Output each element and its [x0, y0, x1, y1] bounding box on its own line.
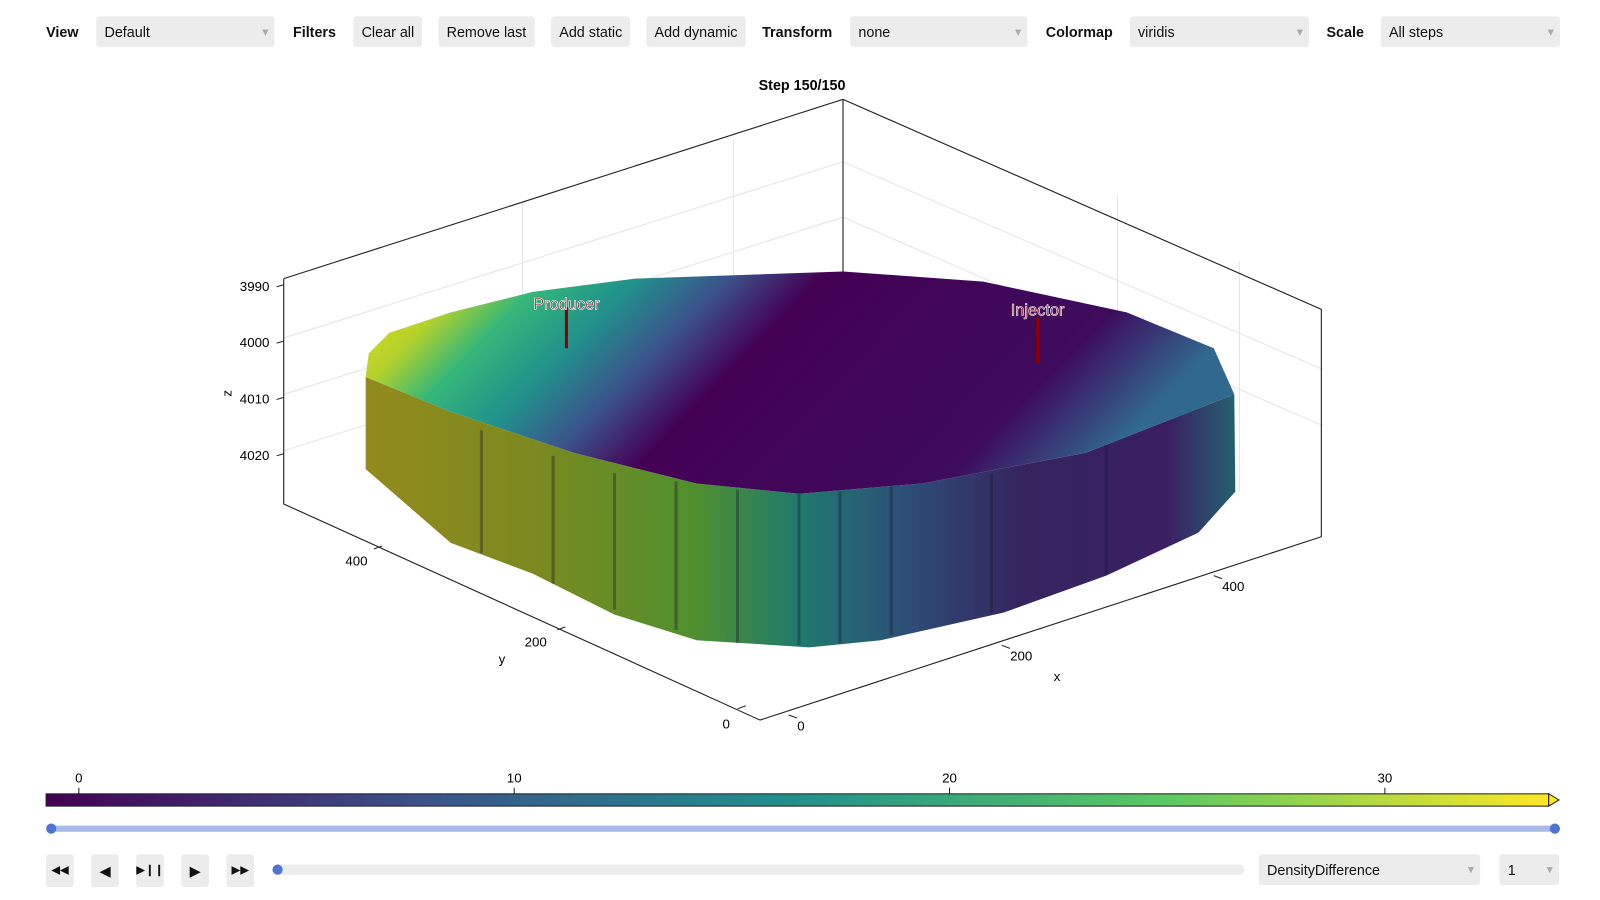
transform-select[interactable]: none	[850, 16, 1028, 48]
last-button[interactable]: ▶▶	[226, 854, 255, 888]
z-tick-label: 4000	[240, 335, 270, 350]
prev-button[interactable]: ◀	[91, 854, 119, 888]
tick-mark	[276, 396, 284, 400]
z-tick-label: 3990	[240, 279, 270, 294]
transform-label: Transform	[762, 23, 833, 40]
tick-mark	[737, 705, 746, 710]
view-label: View	[46, 23, 79, 40]
y-tick-label: 400	[345, 553, 367, 568]
playpause-button[interactable]: ▶❙❙	[136, 854, 164, 888]
variable-select[interactable]: DensityDifference	[1258, 854, 1481, 885]
y-axis-label: y	[499, 652, 506, 667]
well-label: Injector	[1011, 301, 1065, 319]
x-tick-label: 400	[1222, 579, 1244, 594]
tick-mark	[557, 626, 566, 631]
tick-mark	[276, 340, 284, 344]
colormap-select[interactable]: viridis	[1129, 16, 1310, 48]
tick-mark	[276, 453, 284, 457]
tick-mark	[788, 714, 798, 719]
z-tick-label: 4010	[240, 392, 270, 407]
next-button[interactable]: ▶	[181, 854, 209, 888]
toolbar-button[interactable]: Remove last	[438, 16, 535, 48]
scale-label: Scale	[1326, 23, 1364, 40]
plot-title: Step 150/150	[759, 78, 846, 94]
colorbar-extend	[1548, 792, 1560, 808]
first-button[interactable]: ◀◀	[46, 854, 74, 888]
filters-label: Filters	[292, 23, 336, 40]
tick-mark	[1213, 575, 1223, 580]
colorbar-tick-label: 10	[507, 771, 522, 786]
tick-mark	[1001, 644, 1011, 649]
toolbar-button[interactable]: Add dynamic	[646, 16, 746, 48]
z-axis-label: z	[219, 390, 234, 397]
range-handle[interactable]	[46, 823, 57, 834]
well-label: Producer	[533, 295, 600, 313]
z-tick-label: 4020	[240, 448, 270, 463]
x-axis-label: x	[1054, 669, 1061, 684]
stride-select[interactable]: 1	[1499, 854, 1559, 885]
x-tick-label: 0	[797, 718, 804, 733]
colorbar	[45, 793, 1550, 807]
scale-select[interactable]: All steps	[1380, 16, 1561, 48]
x-tick-label: 200	[1010, 649, 1032, 664]
y-tick-label: 0	[723, 716, 730, 731]
reservoir: Producer Injector	[365, 271, 1236, 648]
view-select[interactable]: Default	[96, 16, 275, 48]
colormap-label: Colormap	[1045, 23, 1113, 40]
colorbar-tick-label: 0	[75, 771, 82, 786]
tick-mark	[373, 545, 383, 550]
tick-mark	[276, 284, 284, 288]
y-tick-label: 200	[525, 634, 547, 649]
toolbar-button[interactable]: Clear all	[353, 16, 423, 48]
step-handle[interactable]	[272, 864, 283, 875]
range-handle[interactable]	[1549, 823, 1561, 834]
axes-box	[283, 98, 1322, 721]
colorbar-tick-label: 30	[1377, 771, 1392, 786]
toolbar-button[interactable]: Add static	[551, 16, 631, 48]
colorbar-tick-label: 20	[942, 771, 957, 786]
